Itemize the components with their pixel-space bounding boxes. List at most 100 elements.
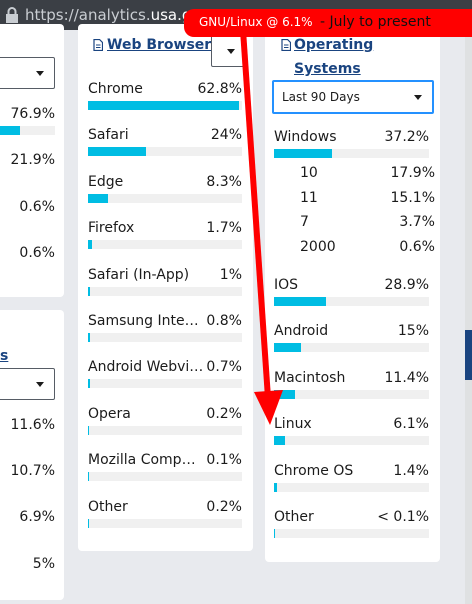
- windows-version-percent: 15.1%: [390, 189, 435, 206]
- os-percent: 11.4%: [384, 370, 429, 386]
- os-bar-track: [274, 483, 429, 492]
- browser-row[interactable]: Chrome 62.8%: [88, 81, 242, 111]
- left-top-percent: 76.9%: [10, 106, 55, 122]
- browser-row[interactable]: Other 0.2%: [88, 499, 242, 529]
- os-row[interactable]: Chrome OS 1.4%: [274, 463, 429, 493]
- browser-bar-fill: [88, 379, 90, 388]
- windows-version-name: 7: [300, 214, 309, 230]
- os-bar-track: [274, 529, 429, 538]
- browser-bar-track: [88, 519, 242, 528]
- left-bottom-period-select[interactable]: [0, 368, 55, 400]
- operating-systems-heading[interactable]: Operating: [294, 37, 374, 53]
- left-top-period-select[interactable]: [0, 57, 55, 89]
- browser-percent: 24%: [210, 127, 242, 143]
- browser-row[interactable]: Samsung Internet 0.8%: [88, 313, 242, 343]
- os-bar-track: [274, 343, 429, 352]
- browser-bar-track: [88, 333, 242, 342]
- os-bar-fill: [274, 529, 275, 538]
- browser-bar-track: [88, 194, 242, 203]
- os-bar-track: [274, 436, 429, 445]
- lock-icon: [6, 7, 18, 23]
- windows-version-row: 7 3.7%: [300, 214, 435, 234]
- browser-percent: 62.8%: [197, 81, 242, 97]
- browser-row[interactable]: Firefox 1.7%: [88, 220, 242, 250]
- web-browsers-card: Web Browsers Chrome 62.8% Safari 24% Edge 8.3…: [78, 24, 253, 551]
- windows-version-percent: 17.9%: [390, 165, 435, 181]
- browser-percent: 0.8%: [206, 313, 242, 329]
- left-top-bar-fill: [0, 126, 20, 135]
- left-bottom-row[interactable]: 10.7%: [0, 463, 55, 493]
- left-bottom-percent: 5%: [32, 556, 55, 572]
- os-bar-fill: [274, 436, 285, 445]
- annotation-banner: GNU/Linux @ 6.1% - July to present: [184, 9, 472, 37]
- scrollbar-thumb[interactable]: [465, 330, 472, 380]
- browser-percent: 1%: [219, 267, 242, 283]
- os-row[interactable]: Linux 6.1%: [274, 416, 429, 446]
- browser-percent: 0.2%: [206, 406, 242, 422]
- left-top-row[interactable]: 0.6%: [0, 199, 55, 229]
- scrollbar-track[interactable]: [465, 24, 472, 604]
- left-top-percent: 0.6%: [19, 245, 55, 261]
- browser-row[interactable]: Safari (In-App) 1%: [88, 267, 242, 297]
- left-bottom-percent: 6.9%: [19, 509, 55, 525]
- browser-row[interactable]: Safari 24%: [88, 127, 242, 157]
- os-bar-fill: [274, 149, 332, 158]
- browser-row[interactable]: Opera 0.2%: [88, 406, 242, 436]
- left-bottom-heading[interactable]: s: [0, 348, 9, 364]
- left-bottom-percent: 10.7%: [10, 463, 55, 479]
- annotation-note: - July to present: [320, 14, 431, 30]
- annotation-tag: GNU/Linux @ 6.1%: [199, 15, 313, 29]
- left-top-row[interactable]: 76.9%: [0, 106, 55, 136]
- left-top-card: 76.9% 21.9% 0.6% 0.6%: [0, 24, 64, 297]
- os-percent: 6.1%: [393, 416, 429, 432]
- windows-version-row: 11 15.1%: [300, 190, 435, 210]
- browser-percent: 0.1%: [206, 452, 242, 468]
- chevron-down-icon: [36, 71, 44, 76]
- os-row[interactable]: Other < 0.1%: [274, 509, 429, 539]
- browser-percent: 1.7%: [206, 220, 242, 236]
- operating-systems-heading-line2[interactable]: Systems: [294, 61, 361, 77]
- browser-bar-fill: [88, 194, 108, 203]
- browser-bar-track: [88, 426, 242, 435]
- left-bottom-row[interactable]: 6.9%: [0, 509, 55, 539]
- chevron-down-icon: [36, 382, 44, 387]
- os-bar-fill: [274, 297, 326, 306]
- windows-version-row: 10 17.9%: [300, 165, 435, 185]
- os-percent: < 0.1%: [377, 509, 429, 525]
- os-percent: 28.9%: [384, 277, 429, 293]
- browser-bar-track: [88, 379, 242, 388]
- left-bottom-row[interactable]: 5%: [0, 556, 55, 586]
- os-row-windows[interactable]: Windows 37.2%: [274, 129, 429, 159]
- browser-row[interactable]: Edge 8.3%: [88, 174, 242, 204]
- left-bottom-percent: 11.6%: [10, 417, 55, 433]
- browser-bar-fill: [88, 426, 89, 435]
- left-top-row[interactable]: 0.6%: [0, 245, 55, 275]
- os-bar-fill: [274, 343, 301, 352]
- os-period-select[interactable]: Last 90 Days: [272, 80, 434, 114]
- browser-row[interactable]: Android Webview 0.7%: [88, 359, 242, 389]
- os-bar-track: [274, 297, 429, 306]
- document-icon: [93, 39, 103, 51]
- browser-bar-fill: [88, 333, 90, 342]
- left-top-row[interactable]: 21.9%: [0, 152, 55, 182]
- os-row[interactable]: IOS 28.9%: [274, 277, 429, 307]
- browser-percent: 8.3%: [206, 174, 242, 190]
- windows-version-name: 2000: [300, 238, 336, 255]
- browser-row[interactable]: Mozilla Compatible Agent0.1%: [88, 452, 242, 482]
- web-browsers-heading[interactable]: Web Browsers: [107, 37, 220, 53]
- left-bottom-row[interactable]: 11.6%: [0, 417, 55, 447]
- browser-bar-fill: [88, 240, 92, 249]
- browser-percent: 0.2%: [206, 499, 242, 515]
- windows-version-name: 11: [300, 189, 318, 206]
- browsers-period-select[interactable]: [211, 35, 245, 67]
- os-row[interactable]: Macintosh 11.4%: [274, 370, 429, 400]
- os-bar-fill: [274, 390, 295, 399]
- os-percent: 15%: [397, 323, 429, 339]
- browser-bar-track: [88, 472, 242, 481]
- left-top-bar-track: [0, 126, 55, 135]
- chevron-down-icon: [414, 95, 422, 100]
- os-row[interactable]: Android 15%: [274, 323, 429, 353]
- browser-percent: 0.7%: [206, 359, 242, 375]
- windows-version-percent: 0.6%: [399, 238, 435, 255]
- windows-version-percent: 3.7%: [399, 214, 435, 230]
